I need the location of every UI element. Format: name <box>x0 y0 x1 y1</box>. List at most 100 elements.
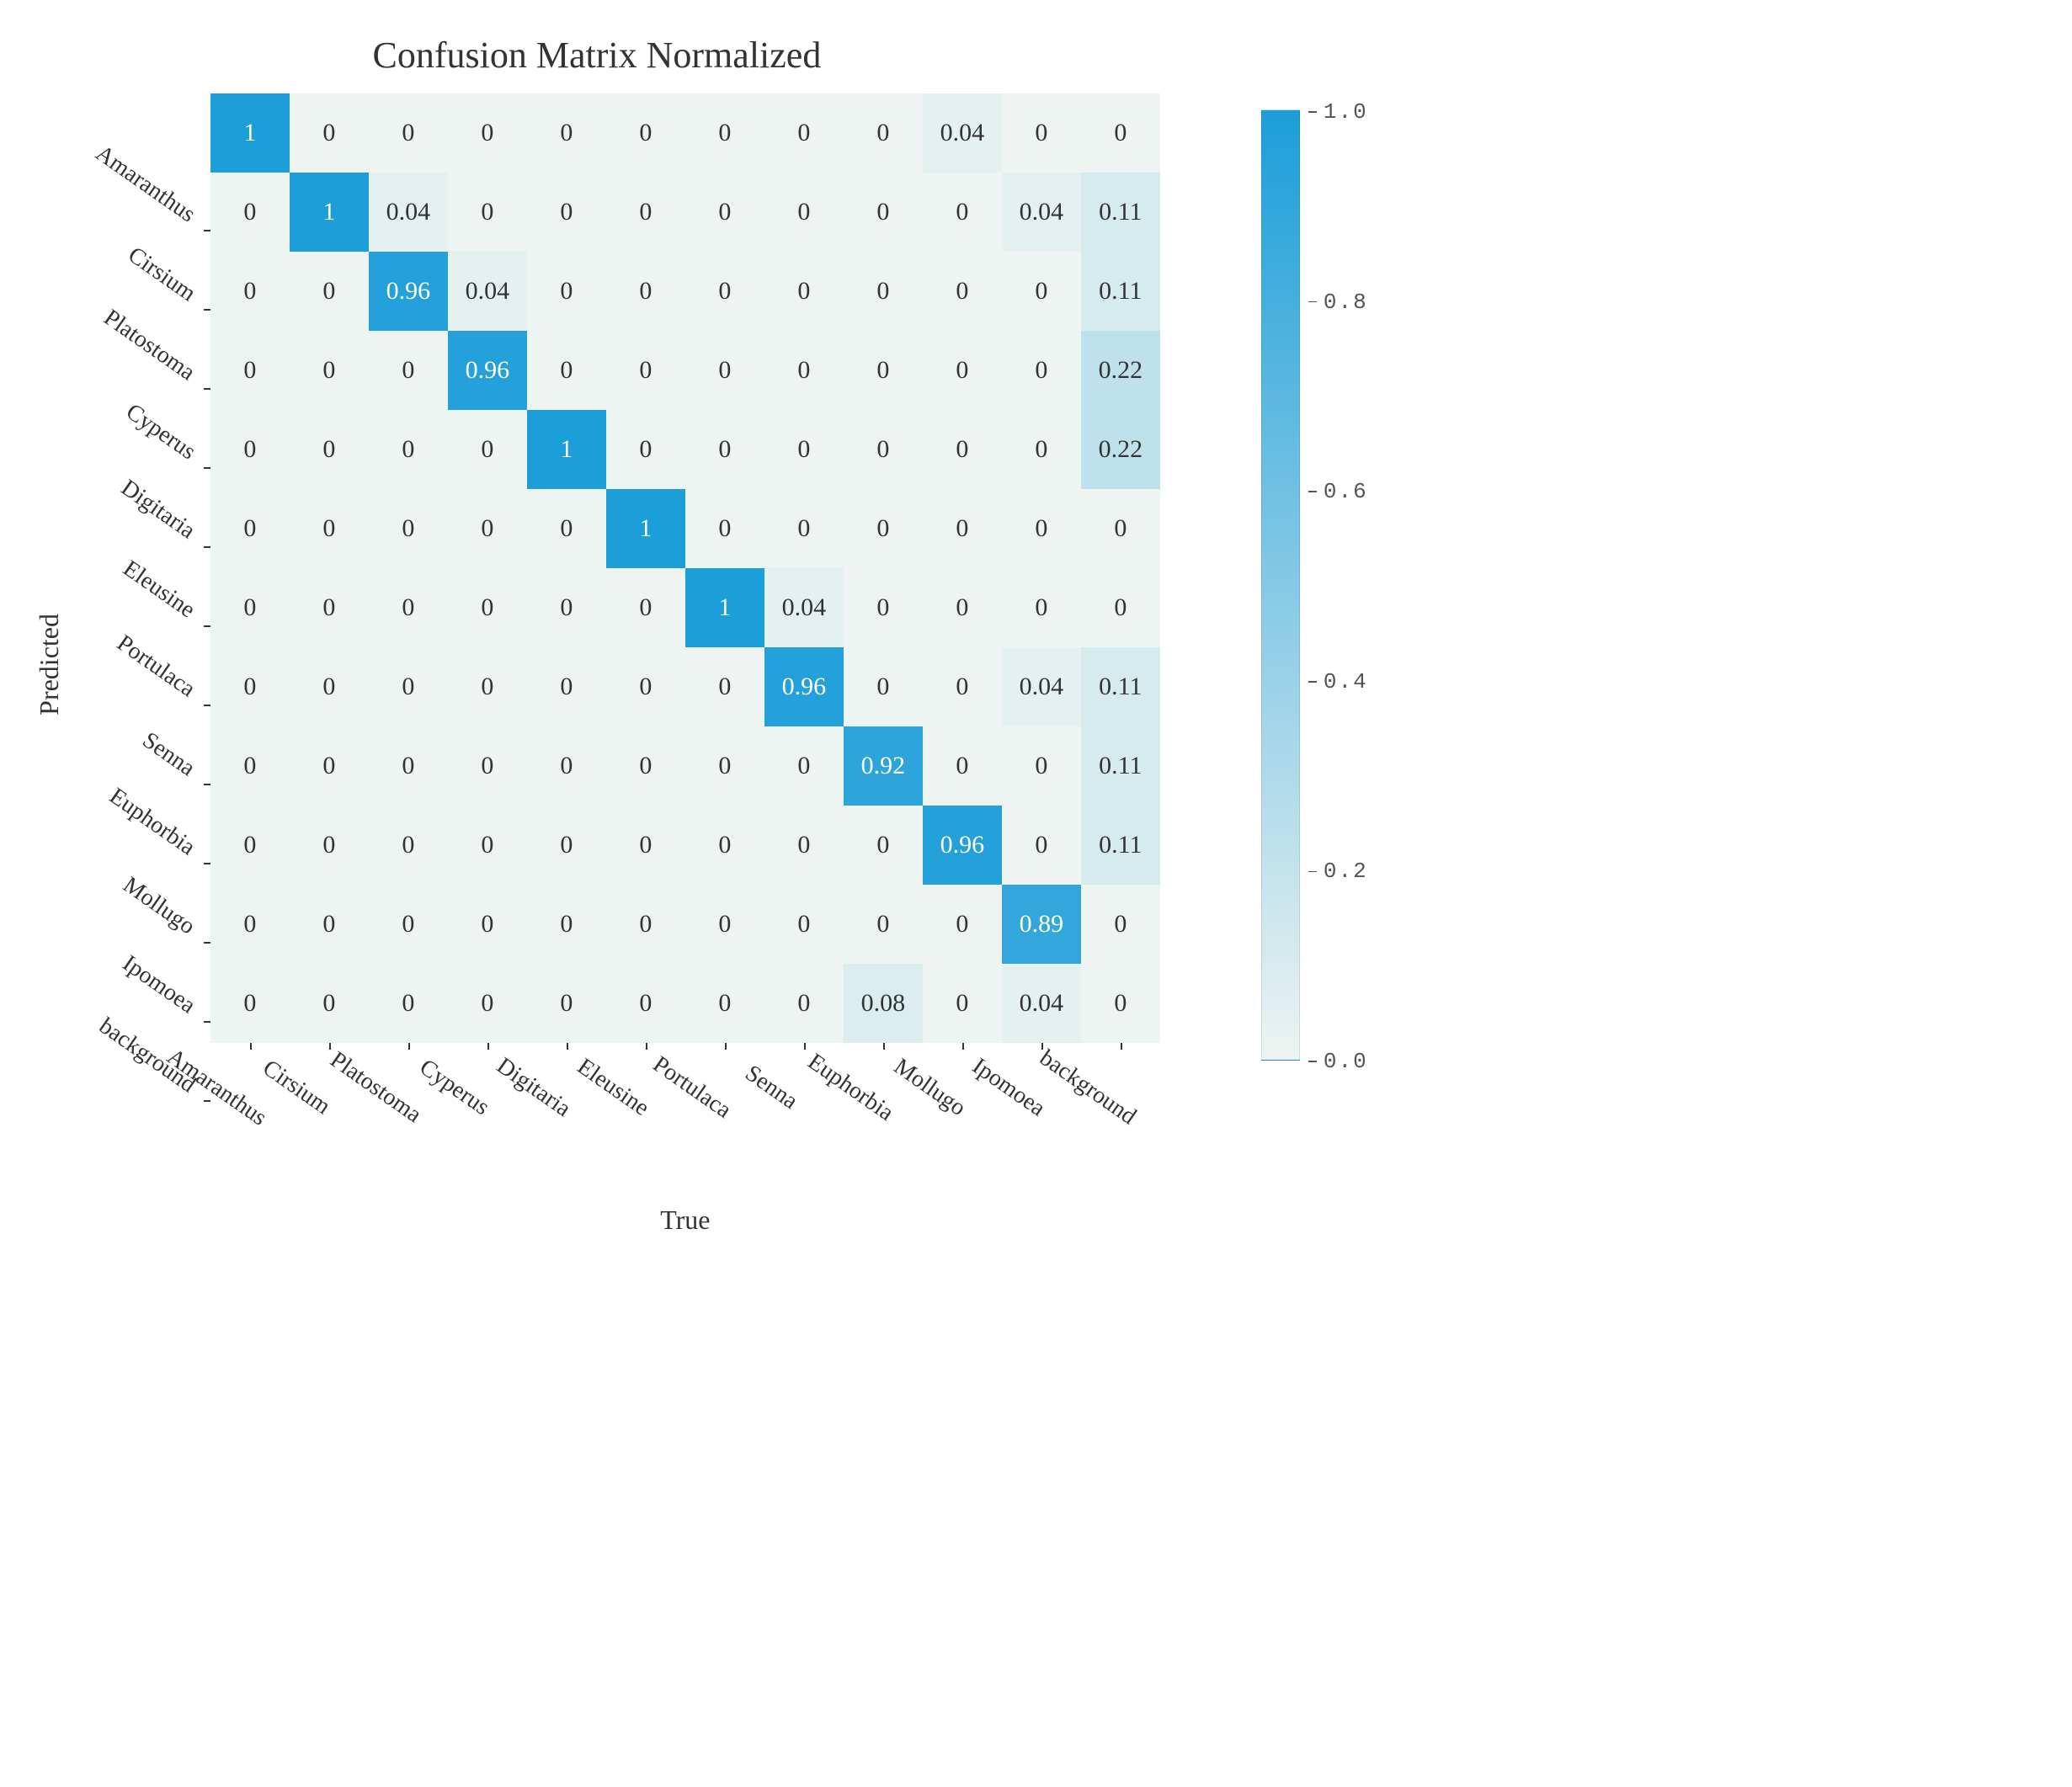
colorbar-tick: 0.6 <box>1308 479 1368 504</box>
heatmap-cell: 0 <box>527 252 606 331</box>
heatmap-cell: 0 <box>1081 93 1160 173</box>
heatmap-cell: 0 <box>210 331 290 410</box>
heatmap-cell: 0 <box>369 331 448 410</box>
y-axis-label: Predicted <box>34 614 65 715</box>
heatmap-cell: 0 <box>369 726 448 806</box>
heatmap-cell: 0.96 <box>369 252 448 331</box>
heatmap-cell: 0 <box>210 252 290 331</box>
heatmap-cell: 0 <box>844 568 923 647</box>
heatmap-cell: 0 <box>606 647 685 726</box>
colorbar-ticks: 1.00.80.60.40.20.0 <box>1308 109 1376 1059</box>
heatmap-cell: 0 <box>1081 964 1160 1043</box>
heatmap-cell: 0 <box>527 647 606 726</box>
heatmap-cell: 0 <box>1081 568 1160 647</box>
heatmap-cell: 0 <box>527 726 606 806</box>
heatmap-cell: 0 <box>606 331 685 410</box>
heatmap-cell: 0 <box>844 173 923 252</box>
heatmap-cell: 0 <box>210 410 290 489</box>
colorbar-tick: 0.8 <box>1308 290 1368 315</box>
heatmap-cell: 0 <box>606 568 685 647</box>
heatmap-cell: 0 <box>844 93 923 173</box>
heatmap-cell: 0 <box>369 93 448 173</box>
heatmap-cell: 0.11 <box>1081 252 1160 331</box>
heatmap-cell: 0 <box>369 806 448 885</box>
heatmap-cell: 0 <box>210 647 290 726</box>
heatmap-cell: 0 <box>210 806 290 885</box>
heatmap-cell: 0 <box>448 410 527 489</box>
heatmap-cell: 0 <box>448 806 527 885</box>
heatmap-cell: 0 <box>844 647 923 726</box>
heatmap-cell: 0 <box>764 252 844 331</box>
heatmap-cell: 0 <box>606 806 685 885</box>
heatmap-cell: 0.96 <box>923 806 1002 885</box>
heatmap-cell: 0 <box>1081 489 1160 568</box>
heatmap-cell: 0 <box>448 885 527 964</box>
heatmap-cell: 0 <box>1002 93 1081 173</box>
heatmap-cell: 0 <box>923 410 1002 489</box>
x-tick-label: background <box>1081 1043 1160 1087</box>
heatmap-cell: 0 <box>448 489 527 568</box>
colorbar-tick: 0.4 <box>1308 669 1368 694</box>
heatmap-cell: 0 <box>606 726 685 806</box>
heatmap-cell: 0 <box>764 726 844 806</box>
heatmap-cell: 0 <box>923 885 1002 964</box>
heatmap-cell: 0.04 <box>1002 647 1081 726</box>
y-tick-labels: AmaranthusCirsiumPlatostomaCyperusDigita… <box>73 190 210 1140</box>
heatmap-cell: 0 <box>764 885 844 964</box>
heatmap-cell: 0 <box>369 489 448 568</box>
heatmap-cell: 0 <box>1002 568 1081 647</box>
heatmap-cell: 0 <box>685 964 764 1043</box>
heatmap-cell: 0.04 <box>369 173 448 252</box>
heatmap-cell: 0 <box>527 331 606 410</box>
heatmap-cell: 0 <box>527 885 606 964</box>
heatmap-cell: 0 <box>606 173 685 252</box>
heatmap-cell: 1 <box>527 410 606 489</box>
heatmap-cell: 0 <box>448 647 527 726</box>
heatmap-cell: 0 <box>923 252 1002 331</box>
heatmap-cell: 0 <box>923 647 1002 726</box>
heatmap-cell: 0 <box>290 489 369 568</box>
matrix-block: Confusion Matrix Normalized Predicted Am… <box>34 34 1160 1236</box>
heatmap-cell: 1 <box>210 93 290 173</box>
heatmap-cell: 0 <box>1002 806 1081 885</box>
heatmap-cell: 0 <box>764 93 844 173</box>
heatmap-cell: 0 <box>448 964 527 1043</box>
heatmap-cell: 0 <box>844 806 923 885</box>
heatmap-cell: 0 <box>923 726 1002 806</box>
heatmap-cell: 0.89 <box>1002 885 1081 964</box>
x-tick-labels: AmaranthusCirsiumPlatostomaCyperusDigita… <box>210 1043 1160 1087</box>
heatmap-cell: 0 <box>369 568 448 647</box>
heatmap-cell: 0 <box>923 568 1002 647</box>
heatmap-cell: 0.96 <box>448 331 527 410</box>
x-axis-label: True <box>210 1205 1160 1236</box>
heatmap-cell: 0.96 <box>764 647 844 726</box>
heatmap-cell: 0.92 <box>844 726 923 806</box>
heatmap-cell: 0 <box>290 568 369 647</box>
heatmap-cell: 0 <box>448 726 527 806</box>
heatmap-cell: 0 <box>290 93 369 173</box>
heatmap-cell: 0 <box>764 410 844 489</box>
heatmap-cell: 1 <box>685 568 764 647</box>
heatmap-cell: 0 <box>210 885 290 964</box>
colorbar-tick: 0.0 <box>1308 1049 1368 1074</box>
heatmap-cell: 0 <box>290 647 369 726</box>
heatmap-cell: 0 <box>290 806 369 885</box>
heatmap-cell: 1 <box>606 489 685 568</box>
heatmap-cell: 0 <box>210 568 290 647</box>
heatmap-cell: 0 <box>685 331 764 410</box>
heatmap-cell: 0 <box>764 331 844 410</box>
heatmap-cell: 0 <box>844 410 923 489</box>
heatmap-cell: 0 <box>606 964 685 1043</box>
grid-area: Predicted AmaranthusCirsiumPlatostomaCyp… <box>34 93 1160 1236</box>
heatmap-cell: 0 <box>290 410 369 489</box>
heatmap-cell: 0.08 <box>844 964 923 1043</box>
heatmap-cell: 0 <box>1002 331 1081 410</box>
heatmap-cell: 0 <box>210 173 290 252</box>
heatmap-cell: 0 <box>764 489 844 568</box>
heatmap-cell: 0 <box>1002 489 1081 568</box>
chart-title: Confusion Matrix Normalized <box>34 34 1160 77</box>
heatmap-cell: 0 <box>527 93 606 173</box>
heatmap-cell: 0 <box>210 964 290 1043</box>
heatmap-cell: 0.04 <box>448 252 527 331</box>
heatmap-cell: 0 <box>606 252 685 331</box>
